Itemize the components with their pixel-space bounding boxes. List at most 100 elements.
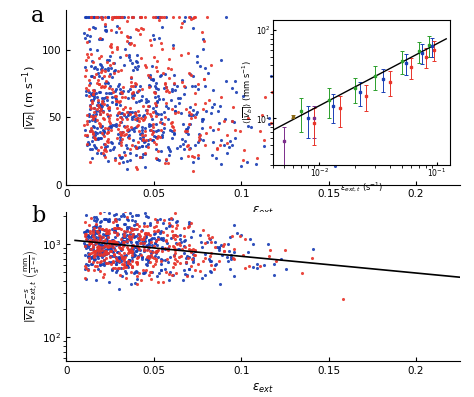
Point (109, 237, 117, 244)
Point (183, 126, 191, 132)
Point (129, 13, 137, 20)
Point (92, 240, 100, 247)
Point (162, 269, 169, 275)
Point (128, 213, 136, 219)
Point (96, 246, 103, 252)
Point (199, 125, 206, 131)
Point (100, 252, 108, 259)
Point (89, 228, 96, 234)
Point (185, 221, 192, 227)
Point (96, 237, 103, 244)
Point (205, 97, 212, 103)
Point (193, 53, 201, 60)
Point (133, 115, 141, 121)
Point (99, 109, 107, 116)
Point (162, 245, 169, 252)
Point (177, 239, 184, 245)
Point (124, 13, 131, 20)
Point (126, 105, 134, 111)
Point (128, 75, 135, 81)
Point (88, 155, 96, 161)
Point (94, 69, 102, 76)
Point (125, 258, 132, 264)
Point (210, 127, 217, 133)
Point (158, 131, 165, 138)
Point (137, 277, 145, 283)
Point (103, 235, 111, 241)
Point (86, 252, 93, 258)
Point (114, 231, 122, 237)
Point (81, 275, 89, 281)
Point (120, 238, 128, 245)
Point (188, 256, 196, 262)
Point (151, 94, 159, 100)
Point (217, 94, 225, 100)
Point (115, 131, 122, 137)
Point (109, 13, 116, 20)
Point (109, 237, 117, 244)
Point (140, 234, 148, 240)
Point (109, 241, 116, 247)
Point (141, 210, 148, 216)
Point (120, 261, 128, 268)
Point (118, 273, 126, 279)
Point (181, 13, 189, 20)
Point (159, 237, 166, 243)
Point (119, 243, 127, 249)
Point (127, 281, 135, 287)
Point (171, 247, 179, 254)
Point (101, 27, 109, 33)
Point (161, 266, 168, 272)
Point (94, 97, 102, 103)
Point (89, 227, 97, 234)
Point (82, 252, 89, 258)
Point (103, 57, 111, 63)
Point (82, 245, 90, 251)
Point (102, 28, 110, 35)
Point (178, 79, 185, 85)
Point (107, 139, 115, 145)
Point (141, 112, 148, 118)
Point (187, 249, 195, 255)
Point (97, 249, 105, 255)
Point (113, 257, 120, 263)
Point (339, 295, 346, 302)
Point (91, 247, 99, 254)
Point (82, 263, 89, 270)
Point (247, 123, 255, 130)
Point (84, 231, 92, 238)
Point (82, 200, 90, 206)
Point (118, 260, 126, 267)
Point (106, 246, 113, 252)
Point (119, 233, 127, 240)
Point (128, 258, 136, 264)
Point (102, 260, 110, 266)
Point (169, 13, 177, 20)
Point (99, 252, 106, 258)
Point (90, 254, 97, 260)
Point (94, 200, 101, 207)
Point (97, 223, 104, 229)
Point (128, 90, 136, 96)
Point (219, 243, 227, 249)
Point (100, 271, 108, 278)
Point (201, 272, 209, 278)
Point (144, 140, 152, 146)
Point (131, 218, 139, 224)
Point (224, 258, 232, 264)
Point (100, 227, 108, 233)
Point (137, 251, 144, 257)
Point (147, 42, 155, 48)
Point (99, 67, 106, 73)
Point (95, 73, 103, 79)
Point (106, 42, 114, 49)
Point (162, 103, 170, 110)
Point (91, 74, 98, 81)
Point (101, 241, 109, 248)
Point (115, 98, 123, 105)
Point (188, 83, 195, 89)
Point (172, 108, 179, 115)
Point (154, 86, 162, 92)
Point (133, 112, 140, 118)
Point (96, 237, 103, 243)
